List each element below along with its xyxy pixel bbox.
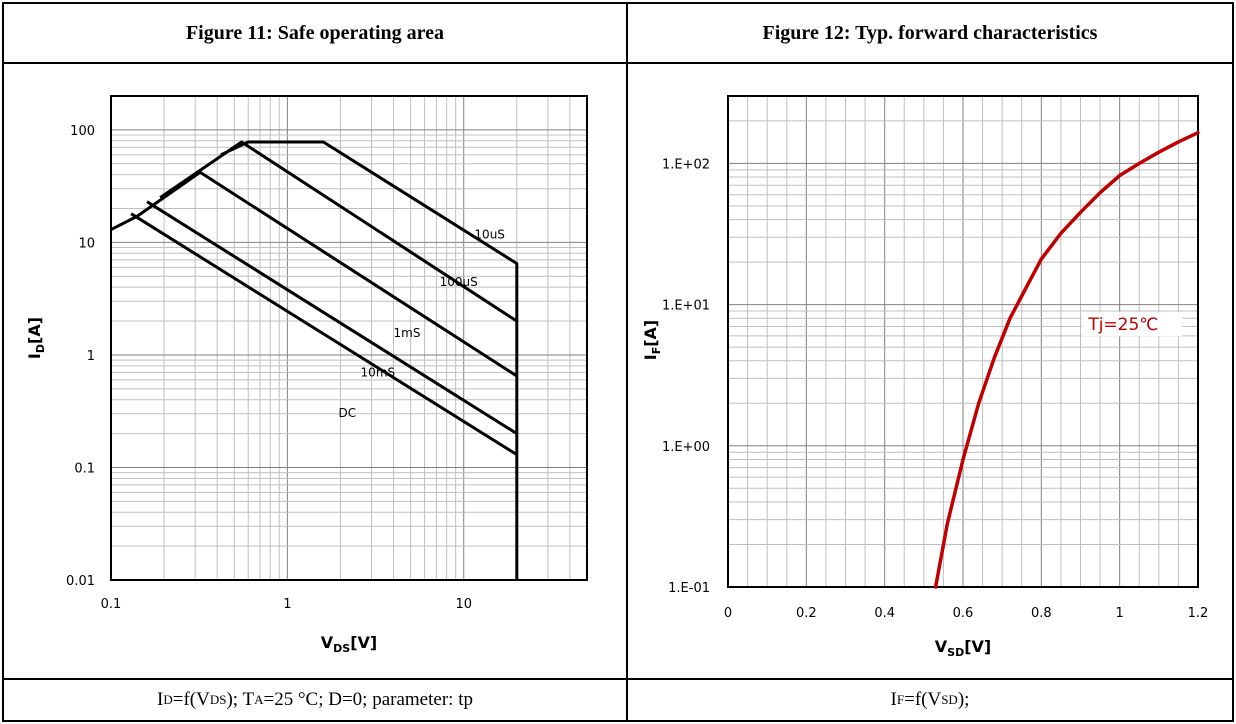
column-divider [626, 4, 628, 720]
x-axis-label: VDS[V] [321, 633, 377, 655]
annotation-10uS: 10uS [474, 228, 505, 242]
annotation-100uS: 100uS [440, 275, 478, 289]
x-tick-label: 0 [724, 606, 732, 621]
x-tick-label: 0.4 [874, 606, 895, 621]
series-line-tj25 [933, 130, 1200, 589]
y-tick-label: 0.01 [66, 574, 95, 589]
header-divider [4, 62, 1232, 64]
y-tick-label: 100 [70, 124, 95, 139]
annotation-1mS: 1mS [394, 326, 421, 340]
x-tick-label: 0.1 [101, 597, 122, 612]
y-tick-label: 0.1 [74, 461, 95, 476]
footer-divider [4, 678, 1232, 680]
x-axis-label: VSD[V] [935, 637, 991, 659]
x-tick-label: 1 [283, 597, 291, 612]
legend-label: Tj=25℃ [1087, 315, 1158, 335]
plot-frame [110, 95, 588, 581]
series-line-1mS [110, 170, 518, 378]
x-tick-label: 10 [455, 597, 472, 612]
figure12-title: Figure 12: Typ. forward characteristics [762, 21, 1098, 44]
x-tick-label: 0.6 [953, 606, 974, 621]
annotation-10mS: 10mS [361, 366, 396, 380]
y-tick-label: 1.E+00 [662, 440, 710, 455]
x-tick-label: 1.2 [1188, 606, 1209, 621]
series-line-DC [130, 212, 518, 456]
series-line-100uS [159, 140, 518, 323]
y-tick-label: 1.E+02 [662, 157, 710, 172]
legend-box [1082, 312, 1183, 337]
figure11-caption: I D =f(V DS); T A =25 °C; D=0; parameter: tp [157, 689, 473, 710]
plot-frame [727, 95, 1199, 588]
y-tick-label: 1.E+01 [662, 299, 710, 314]
y-axis-label: IF[A] [641, 320, 663, 360]
figure11-title: Figure 11: Safe operating area [185, 21, 445, 44]
annotation-DC: DC [339, 406, 357, 420]
figure12-caption: I F =f(V SD); [890, 689, 970, 710]
series-line-10uS [220, 140, 519, 580]
y-tick-label: 10 [78, 236, 95, 251]
y-tick-label: 1 [87, 349, 95, 364]
y-axis-label: ID[A] [25, 317, 47, 359]
x-tick-label: 1 [1116, 606, 1124, 621]
x-tick-label: 0.2 [796, 606, 817, 621]
x-tick-label: 0.8 [1031, 606, 1052, 621]
series-line-10mS [146, 200, 518, 435]
y-tick-label: 1.E-01 [668, 581, 710, 596]
